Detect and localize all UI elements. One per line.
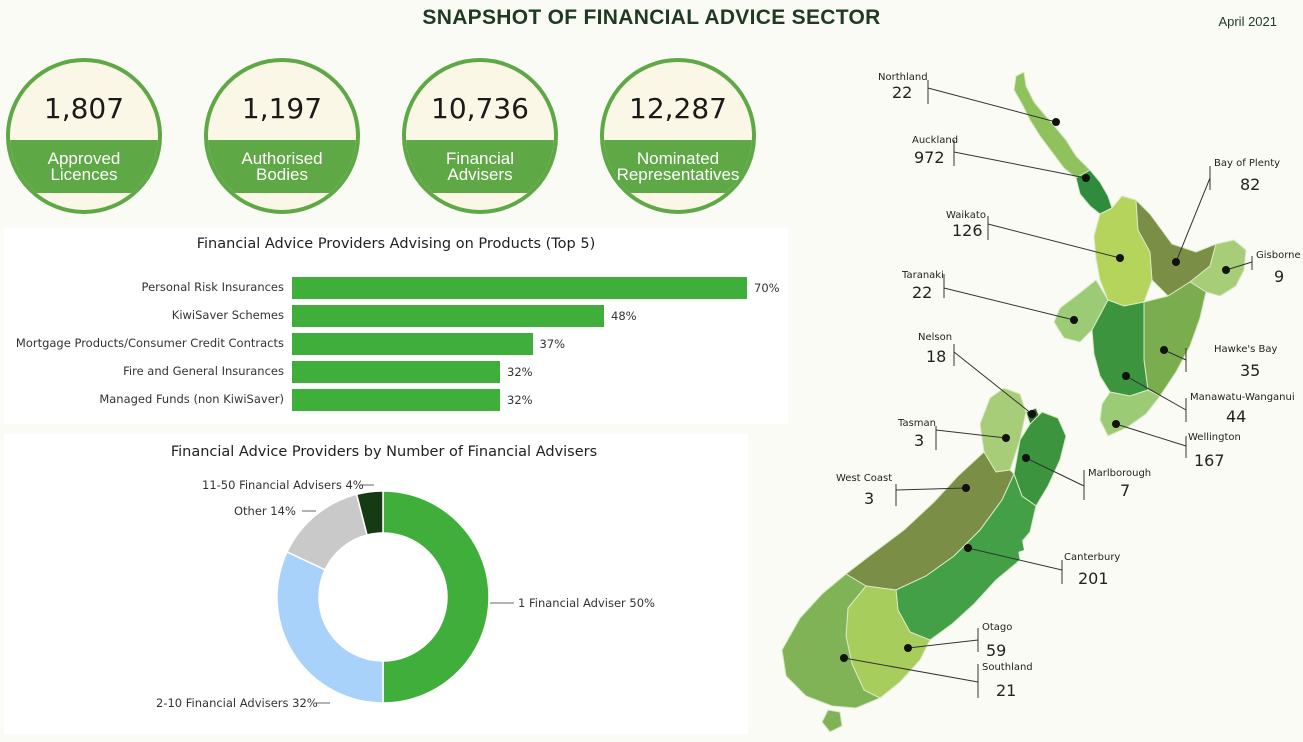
- advisers-donut-chart: Financial Advice Providers by Number of …: [4, 434, 748, 734]
- region-value-gisborne: 9: [1274, 267, 1284, 286]
- region-value-canterbury: 201: [1078, 569, 1109, 588]
- donut-slice-label: 1 Financial Adviser 50%: [518, 596, 655, 610]
- map-region-dots: [840, 118, 1230, 662]
- region-name-southland: Southland: [982, 662, 1033, 673]
- region-name-nelson: Nelson: [918, 332, 952, 343]
- donut-slice-label: 2-10 Financial Advisers 32%: [156, 696, 318, 710]
- map-leader-lines: [843, 80, 1253, 698]
- region-value-marlborough: 7: [1120, 481, 1130, 500]
- bar: [292, 305, 604, 327]
- donut-slice: [382, 490, 490, 704]
- stat-financial-advisers: 10,736 Financial Advisers: [402, 58, 558, 214]
- region-name-waikato: Waikato: [946, 210, 986, 221]
- region-value-bay-of-plenty: 82: [1240, 175, 1260, 194]
- map-banks-peninsula: [1008, 540, 1024, 554]
- bar-value-label: 48%: [611, 309, 637, 323]
- region-name-auckland: Auckland: [912, 135, 958, 146]
- region-name-wellington: Wellington: [1188, 432, 1241, 443]
- bar-category-label: Personal Risk Insurances: [141, 280, 284, 294]
- bar-chart-title: Financial Advice Providers Advising on P…: [196, 236, 596, 252]
- bar-category-label: Managed Funds (non KiwiSaver): [99, 392, 284, 406]
- region-name-marlborough: Marlborough: [1088, 468, 1151, 479]
- region-value-tasman: 3: [914, 431, 924, 450]
- region-name-tasman: Tasman: [897, 418, 936, 429]
- donut-plot: 1 Financial Adviser 50% 2-10 Financial Ad…: [156, 478, 655, 710]
- map-region-marlborough: [1013, 411, 1067, 507]
- region-value-manawatu-wanganui: 44: [1226, 407, 1246, 426]
- nz-region-map: Northland 22 Auckland 972 Bay of Plenty …: [781, 71, 1301, 733]
- bar-value-label: 32%: [507, 365, 533, 379]
- bar: [292, 361, 500, 383]
- region-name-bay-of-plenty: Bay of Plenty: [1214, 158, 1280, 169]
- map-region-gisborne: [1189, 239, 1247, 297]
- map-region-hawkes-bay: [1143, 281, 1207, 397]
- region-name-otago: Otago: [982, 622, 1012, 633]
- bar: [292, 277, 747, 299]
- region-value-west-coast: 3: [864, 489, 874, 508]
- page-title: SNAPSHOT OF FINANCIAL ADVICE SECTOR: [422, 6, 881, 29]
- region-name-gisborne: Gisborne: [1256, 250, 1301, 261]
- region-value-wellington: 167: [1194, 451, 1225, 470]
- map-region-stewart-island: [821, 709, 843, 733]
- donut-slice-label: Other 14%: [234, 504, 296, 518]
- map-region-canterbury: [895, 472, 1037, 641]
- bar-value-label: 37%: [539, 337, 566, 351]
- donut-chart-title: Financial Advice Providers by Number of …: [170, 444, 598, 460]
- bar-value-label: 32%: [507, 393, 533, 407]
- donut-slice: [355, 490, 384, 536]
- bar-value-label: 70%: [754, 281, 780, 295]
- region-name-hawkes-bay: Hawke's Bay: [1214, 344, 1278, 355]
- region-name-canterbury: Canterbury: [1064, 552, 1120, 563]
- region-value-waikato: 126: [952, 221, 983, 240]
- map-region-manawatu-wanganui: [1091, 299, 1149, 397]
- stat-value: 12,287: [629, 92, 727, 125]
- region-value-hawkes-bay: 35: [1240, 361, 1260, 380]
- stat-approved-licences: 1,807 Approved Licences: [6, 58, 162, 214]
- bar-category-label: Mortgage Products/Consumer Credit Contra…: [15, 336, 284, 350]
- map-region-tasman: [979, 387, 1027, 473]
- region-value-otago: 59: [986, 641, 1006, 660]
- donut-slice: [276, 550, 384, 704]
- stat-label: Authorised Bodies: [208, 140, 356, 193]
- stat-authorised-bodies: 1,197 Authorised Bodies: [204, 58, 360, 214]
- region-value-taranaki: 22: [912, 283, 932, 302]
- stat-nominated-representatives: 12,287 Nominated Representatives: [600, 58, 756, 214]
- region-name-northland: Northland: [878, 72, 928, 83]
- bar-category-label: KiwiSaver Schemes: [171, 308, 284, 322]
- region-value-auckland: 972: [914, 148, 945, 167]
- stat-label: Financial Advisers: [406, 140, 554, 193]
- bar: [292, 333, 533, 355]
- donut-slice-label: 11-50 Financial Advisers 4%: [202, 478, 364, 492]
- region-name-west-coast: West Coast: [836, 473, 892, 484]
- report-date: April 2021: [1218, 14, 1277, 29]
- region-name-taranaki: Taranaki: [901, 270, 944, 281]
- bar-category-label: Fire and General Insurances: [123, 364, 284, 378]
- region-value-nelson: 18: [926, 347, 946, 366]
- region-name-manawatu-wanganui: Manawatu-Wanganui: [1190, 392, 1295, 403]
- stat-value: 1,197: [241, 92, 323, 125]
- map-region-northland: [1013, 71, 1091, 183]
- stat-label: Nominated Representatives: [604, 140, 752, 193]
- bar-chart-plot: Personal Risk Insurances 70% KiwiSaver Sch…: [4, 228, 788, 424]
- map-region-southland: [781, 573, 882, 709]
- region-value-southland: 21: [996, 681, 1016, 700]
- products-bar-chart: Financial Advice Providers Advising on P…: [4, 228, 788, 424]
- stat-label: Approved Licences: [10, 140, 158, 193]
- bar: [292, 389, 500, 411]
- map-region-wellington: [1099, 389, 1161, 437]
- stat-value: 1,807: [43, 92, 125, 125]
- region-value-northland: 22: [892, 83, 912, 102]
- stat-value: 10,736: [431, 92, 529, 125]
